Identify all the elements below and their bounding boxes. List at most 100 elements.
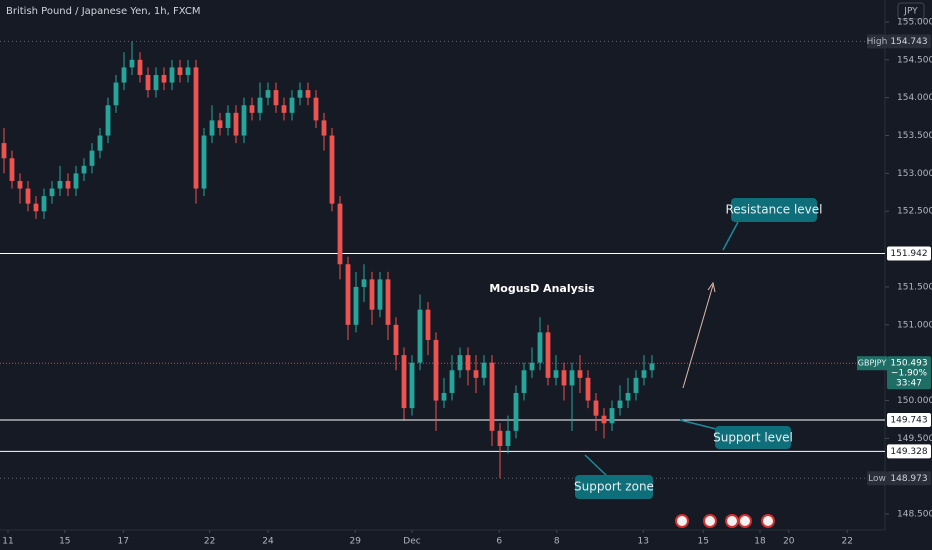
candle-body bbox=[97, 135, 103, 151]
extreme-tag-label: High bbox=[867, 37, 888, 47]
x-tick-label: 22 bbox=[204, 537, 215, 547]
x-tick-label: 6 bbox=[496, 537, 502, 547]
callout-pointer bbox=[584, 454, 608, 477]
candle-body bbox=[49, 188, 55, 197]
candle-body bbox=[113, 82, 119, 106]
candle-body bbox=[297, 90, 303, 98]
candle-body bbox=[257, 97, 263, 113]
last-price-box bbox=[887, 356, 931, 390]
callout-pointer bbox=[722, 221, 739, 251]
arrow-head bbox=[707, 281, 716, 293]
callout-text: Support level bbox=[713, 431, 793, 445]
y-tick-label: 151.000 bbox=[897, 320, 932, 330]
candle-body bbox=[1, 143, 7, 159]
y-tick-label: 152.500 bbox=[897, 207, 932, 217]
candle-body bbox=[73, 173, 79, 189]
price-box bbox=[887, 471, 931, 486]
candle-body bbox=[585, 377, 591, 401]
candle-body bbox=[17, 180, 23, 189]
candle-body bbox=[321, 120, 327, 136]
extreme-tag bbox=[867, 471, 887, 486]
candle-body bbox=[281, 105, 287, 113]
event-icon[interactable] bbox=[761, 514, 775, 528]
candle-body bbox=[129, 59, 135, 68]
candle-body bbox=[425, 309, 431, 340]
candle-body bbox=[457, 355, 463, 371]
candle-body bbox=[433, 339, 439, 401]
candle-body bbox=[225, 112, 231, 128]
last-price-label: 150.493 bbox=[890, 359, 927, 369]
extreme-tag-label: Low bbox=[868, 474, 886, 484]
candle-body bbox=[337, 203, 343, 265]
watermark: MogusD Analysis bbox=[489, 282, 595, 295]
candle-body bbox=[473, 370, 479, 378]
candle-body bbox=[161, 74, 167, 83]
candle-body bbox=[289, 97, 295, 113]
price-box bbox=[887, 412, 931, 427]
candle-body bbox=[369, 279, 375, 310]
candle-body bbox=[89, 150, 95, 166]
candle-body bbox=[601, 415, 607, 424]
levels-layer bbox=[0, 40, 885, 479]
x-tick-label: 15 bbox=[697, 537, 708, 547]
countdown-label: 33:47 bbox=[896, 379, 922, 389]
candle-body bbox=[641, 370, 647, 378]
callout-text: Support zone bbox=[574, 480, 654, 494]
x-tick-label: 20 bbox=[783, 537, 795, 547]
x-tick-label: 11 bbox=[2, 537, 13, 547]
event-icon[interactable] bbox=[675, 514, 689, 528]
x-tick-label: Dec bbox=[403, 537, 420, 547]
symbol-tag bbox=[857, 356, 887, 371]
candle-body bbox=[329, 135, 335, 204]
candle-body bbox=[561, 370, 567, 386]
y-tick-label: 148.500 bbox=[897, 510, 932, 520]
event-icon[interactable] bbox=[725, 514, 739, 528]
x-tick-label: 15 bbox=[59, 537, 70, 547]
price-label: 154.743 bbox=[890, 37, 927, 47]
y-tick-label: 154.500 bbox=[897, 55, 932, 65]
candle-body bbox=[361, 279, 367, 287]
callout-box bbox=[715, 426, 791, 449]
currency: JPY bbox=[903, 7, 918, 17]
candle-body bbox=[9, 158, 15, 181]
candle-body bbox=[209, 120, 215, 136]
candle-body bbox=[137, 59, 143, 75]
x-tick-label: 29 bbox=[349, 537, 361, 547]
y-tick-label: 151.500 bbox=[897, 282, 932, 292]
candle-body bbox=[441, 392, 447, 401]
event-icon[interactable] bbox=[738, 514, 752, 528]
candle-body bbox=[273, 90, 279, 106]
y-tick-label: 150.000 bbox=[897, 396, 932, 406]
projection-arrow bbox=[682, 284, 714, 389]
price-label: 149.328 bbox=[890, 447, 927, 457]
candle-body bbox=[377, 279, 383, 310]
candle-body bbox=[409, 362, 415, 409]
price-box bbox=[887, 246, 931, 261]
event-icons bbox=[675, 514, 775, 528]
candle-body bbox=[577, 370, 583, 378]
candle-body bbox=[385, 279, 391, 325]
candle-body bbox=[345, 264, 351, 325]
candle-body bbox=[489, 362, 495, 431]
candle-body bbox=[25, 188, 31, 204]
candle-body bbox=[393, 324, 399, 356]
y-tick-label: 155.000 bbox=[897, 17, 932, 27]
candle-body bbox=[417, 309, 423, 363]
price-label: 149.743 bbox=[890, 415, 927, 425]
x-tick-label: 13 bbox=[637, 537, 648, 547]
candle-body bbox=[185, 67, 191, 75]
extreme-tag bbox=[867, 34, 887, 49]
candle-body bbox=[449, 370, 455, 393]
currency-box bbox=[897, 2, 925, 20]
price-box bbox=[887, 34, 931, 49]
candle-body bbox=[81, 165, 87, 174]
candle-body bbox=[553, 370, 559, 378]
y-tick-label: 153.500 bbox=[897, 131, 932, 141]
candle-body bbox=[233, 112, 239, 136]
candle-body bbox=[481, 362, 487, 378]
candle-body bbox=[265, 90, 271, 98]
candle-body bbox=[593, 400, 599, 416]
callout-box bbox=[575, 475, 653, 499]
event-icon[interactable] bbox=[703, 514, 717, 528]
